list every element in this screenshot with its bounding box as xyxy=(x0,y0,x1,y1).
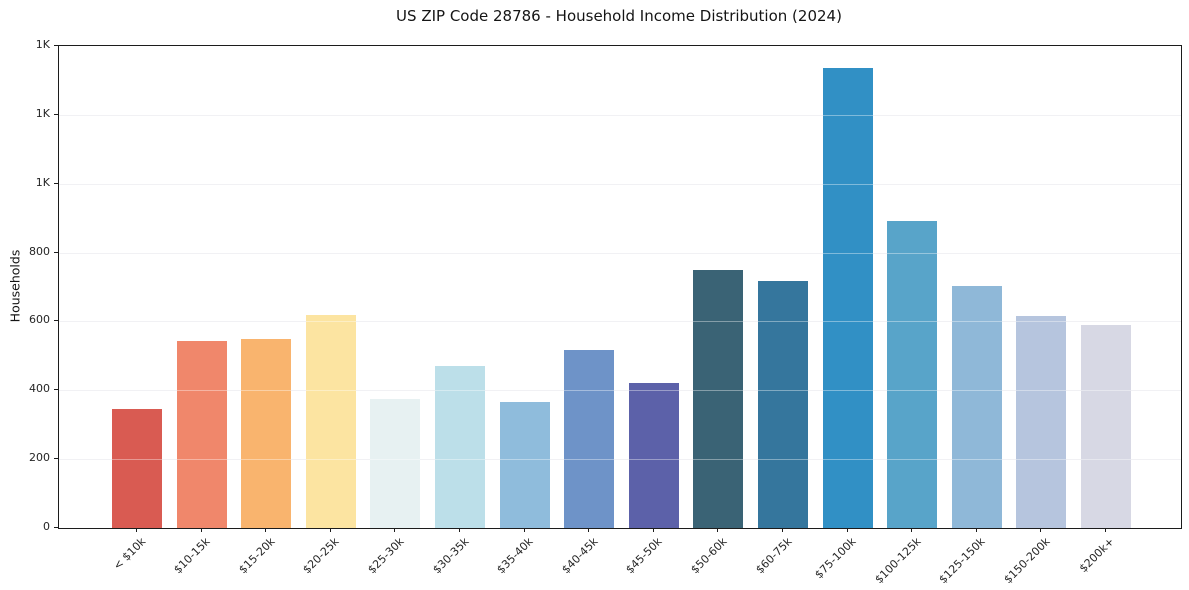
x-tick-label: $200k+ xyxy=(1077,535,1118,576)
y-tick-label: 600 xyxy=(29,313,50,327)
y-tick-label: 800 xyxy=(29,244,50,258)
x-tick-mark xyxy=(1105,528,1106,532)
y-tick-label: 1K xyxy=(35,38,50,51)
bar xyxy=(499,402,550,528)
x-tick-label: $35-40k xyxy=(494,535,536,577)
x-tick-mark xyxy=(394,528,396,532)
gridline xyxy=(59,252,1181,254)
gridline-overlay xyxy=(59,114,1181,116)
bar xyxy=(693,269,744,528)
x-tick-label: $50-60k xyxy=(688,535,730,577)
gridline-overlay xyxy=(59,321,1181,323)
y-tick-label: 200 xyxy=(29,451,50,465)
bar xyxy=(887,220,938,528)
y-axis-label: Households xyxy=(7,249,23,323)
chart-title: US ZIP Code 28786 - Household Income Dis… xyxy=(396,7,842,25)
gridline xyxy=(59,183,1181,185)
y-tick-label: 400 xyxy=(29,382,50,396)
bar xyxy=(951,285,1002,528)
y-tick-mark xyxy=(54,113,58,115)
bar xyxy=(628,383,679,528)
y-tick-mark xyxy=(54,320,58,322)
x-tick-mark xyxy=(717,528,719,532)
gridline-overlay xyxy=(59,183,1181,185)
bar xyxy=(241,339,292,528)
y-tick-mark xyxy=(54,389,58,391)
x-tick-mark xyxy=(911,528,913,532)
x-tick-label: $20-25k xyxy=(300,535,343,577)
y-tick-label: 1K xyxy=(35,106,50,120)
bar xyxy=(176,341,227,528)
x-tick-label: $25-30k xyxy=(365,535,407,577)
bar xyxy=(112,409,162,528)
x-tick-label: $45-50k xyxy=(623,535,666,577)
bar xyxy=(822,68,873,528)
gridline-overlay xyxy=(59,390,1181,392)
x-tick-mark xyxy=(329,528,331,532)
x-tick-mark xyxy=(1040,528,1042,532)
x-tick-label: $100-125k xyxy=(872,535,924,587)
x-tick-mark xyxy=(200,528,202,532)
x-tick-mark xyxy=(652,528,654,532)
x-tick-label: $15-20k xyxy=(236,535,278,577)
x-tick-mark xyxy=(136,528,137,532)
x-tick-mark xyxy=(846,528,848,532)
x-tick-label: $75-100k xyxy=(812,535,859,582)
bar xyxy=(305,314,356,528)
x-tick-label: $150-200k xyxy=(1001,535,1053,587)
bar xyxy=(758,280,808,528)
x-tick-label: < $10k xyxy=(110,535,149,573)
gridline xyxy=(59,459,1181,461)
y-tick-mark xyxy=(54,527,58,528)
x-tick-mark xyxy=(782,528,783,532)
y-tick-mark xyxy=(54,458,58,460)
x-tick-mark xyxy=(459,528,460,532)
x-tick-label: $30-35k xyxy=(429,535,472,577)
x-tick-label: $60-75k xyxy=(752,535,795,577)
y-tick-label: 1K xyxy=(35,175,50,189)
y-tick-mark xyxy=(54,45,58,46)
x-tick-label: $40-45k xyxy=(559,535,601,577)
bar xyxy=(564,350,615,528)
gridline-overlay xyxy=(59,252,1181,254)
x-tick-mark xyxy=(265,528,267,532)
gridline xyxy=(59,321,1181,323)
x-tick-mark xyxy=(975,528,977,532)
y-tick-mark xyxy=(54,182,58,184)
bar xyxy=(370,398,421,528)
bar xyxy=(435,366,485,528)
x-tick-mark xyxy=(588,528,590,532)
x-tick-label: $125-150k xyxy=(936,535,989,587)
gridline xyxy=(59,390,1181,392)
y-tick-mark xyxy=(54,251,58,253)
gridline-overlay xyxy=(59,459,1181,461)
x-tick-mark xyxy=(523,528,525,532)
x-tick-label: $10-15k xyxy=(171,535,213,577)
y-tick-label: 0 xyxy=(43,520,50,533)
gridline xyxy=(59,114,1181,116)
bar xyxy=(1016,315,1067,528)
bar xyxy=(1081,324,1131,528)
plot-area xyxy=(58,45,1182,529)
